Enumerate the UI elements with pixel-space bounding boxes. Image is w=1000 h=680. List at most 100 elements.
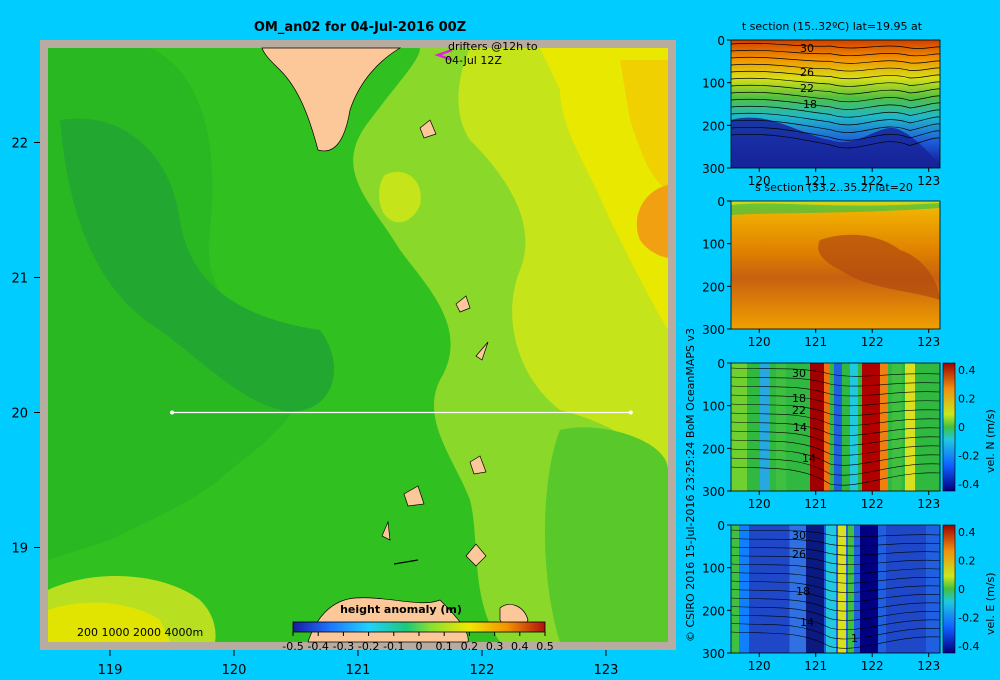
vel-e-contour-label: 18 xyxy=(796,585,810,598)
panel-y-tick-label: 100 xyxy=(702,77,725,91)
vel-e-band xyxy=(749,525,789,653)
temperature-contour-line xyxy=(730,77,941,87)
vel-e-contour-line xyxy=(730,572,941,584)
panel-colorbar-tick-label: -0.2 xyxy=(958,611,979,624)
panel-x-tick-label: 122 xyxy=(861,659,884,673)
panel-x-tick-label: 121 xyxy=(804,174,827,188)
credit-text: © CSIRO 2016 15-Jul-2016 23:25:24 BoM Oc… xyxy=(684,328,697,642)
main-x-tick-label: 119 xyxy=(98,663,123,678)
colorbar-tick-label: -0.4 xyxy=(307,640,328,653)
vel-e-contour-line xyxy=(730,631,941,649)
drifter-note-line1: drifters @12h to xyxy=(448,40,538,53)
panel-temperature-title: t section (15..32ºC) lat=19.95 at xyxy=(742,20,923,33)
panel-y-tick-label: 100 xyxy=(702,562,725,576)
temperature-contour-line xyxy=(730,49,941,57)
main-y-tick-label: 20 xyxy=(11,407,28,422)
panel-colorbar-tick-label: 0.4 xyxy=(958,364,976,377)
colorbar-tick-label: -0.3 xyxy=(333,640,354,653)
vel-e-band xyxy=(739,525,749,653)
temperature-contour-line xyxy=(730,112,941,126)
vel-e-contour-label: 30 xyxy=(792,529,806,542)
panel-y-tick-label: 200 xyxy=(702,604,725,618)
panel-x-tick-label: 120 xyxy=(748,659,771,673)
panel-y-tick-label: 0 xyxy=(717,357,725,371)
main-x-tick-label: 120 xyxy=(222,663,247,678)
panel-temperature: t section (15..32ºC) lat=19.95 at 30 26 22… xyxy=(730,20,941,169)
panel-y-tick-label: 100 xyxy=(702,238,725,252)
panel-temperature-contours: 30 26 22 18 xyxy=(730,42,941,149)
panel-y-tick-label: 0 xyxy=(717,519,725,533)
panel-salinity: s section (33.2..35.2) lat=20 xyxy=(730,181,941,330)
drifter-note-line2: 04-Jul 12Z xyxy=(445,54,502,67)
vel-n-contour-line xyxy=(730,376,941,387)
panel-x-tick-label: 121 xyxy=(804,497,827,511)
colorbar-tick-label: -0.5 xyxy=(282,640,303,653)
colorbar-gradient xyxy=(292,621,546,633)
temperature-contour-label: 22 xyxy=(800,82,814,95)
vel-e-contour-line xyxy=(730,538,941,547)
temperature-contour-label: 30 xyxy=(800,42,814,55)
panel-colorbar-tick-label: -0.4 xyxy=(958,640,979,653)
panel-x-tick-label: 123 xyxy=(917,497,940,511)
vel-e-band xyxy=(826,525,836,653)
vel-e-contour-line xyxy=(730,606,941,621)
vel-e-contour-label: 26 xyxy=(792,548,806,561)
main-map-y-axis: 22 21 20 19 xyxy=(11,137,40,557)
panel-x-tick-label: 121 xyxy=(804,335,827,349)
vel-n-contour-line xyxy=(730,448,941,466)
vel-e-band xyxy=(848,525,854,653)
vel-e-band xyxy=(838,525,846,653)
vel-n-band xyxy=(892,363,902,491)
vel-n-band xyxy=(862,363,880,491)
vel-n-contour-line xyxy=(730,394,941,407)
ssh-field xyxy=(48,48,668,642)
panel-colorbar-tick-label: 0 xyxy=(958,421,965,434)
colorbar-tick-label: 0.3 xyxy=(486,640,504,653)
vel-e-contour-line xyxy=(730,529,941,538)
panel-vel-e-contours: 30 26 18 14 1 xyxy=(730,529,941,649)
temperature-contour-line xyxy=(730,56,941,64)
vel-n-band xyxy=(776,363,786,491)
panel-x-tick-label: 121 xyxy=(804,659,827,673)
land-islands xyxy=(381,119,489,567)
colorbar-label: height anomaly (m) xyxy=(340,603,462,616)
panel-colorbar-tick-label: 0.2 xyxy=(958,555,976,568)
colorbar-tick-label: -0.2 xyxy=(358,640,379,653)
vel-n-band xyxy=(824,363,830,491)
vel-n-contour-line xyxy=(730,403,941,416)
panel-x-tick-label: 120 xyxy=(748,335,771,349)
panel-y-tick-label: 200 xyxy=(702,119,725,133)
vel-e-band xyxy=(878,525,886,653)
panel-y-tick-label: 300 xyxy=(702,323,725,337)
panel-colorbar-tick-label: 0.4 xyxy=(958,526,976,539)
depth-legend: 200 1000 2000 4000m xyxy=(77,626,203,639)
vel-n-contour-label: 30 xyxy=(792,367,806,380)
vel-n-contour-line xyxy=(730,421,941,436)
vel-e-contour-line xyxy=(730,614,941,630)
vel-n-band xyxy=(905,363,915,491)
vel-n-contour-label: 14 xyxy=(793,421,807,434)
temperature-contour-line xyxy=(730,105,941,118)
vel-e-contour-line xyxy=(730,623,941,640)
colorbar-tick-label: 0.4 xyxy=(511,640,529,653)
panel-vel-e-bands xyxy=(731,525,940,653)
panel-x-tick-label: 123 xyxy=(917,335,940,349)
vel-e-contour-line xyxy=(730,589,941,603)
panel-x-tick-label: 120 xyxy=(748,174,771,188)
colorbar-tick-label: 0.2 xyxy=(461,640,479,653)
colorbar-tick-label: -0.1 xyxy=(383,640,404,653)
vel-e-band xyxy=(926,525,940,653)
temperature-contour-line xyxy=(730,98,941,110)
panel-vel-n-colorbar xyxy=(942,362,956,492)
vel-n-contour-line xyxy=(730,457,941,476)
colorbar-tick-label: 0 xyxy=(416,640,423,653)
temperature-contour-line xyxy=(730,70,941,80)
panel-x-tick-label: 122 xyxy=(861,174,884,188)
main-map-x-axis: 119 120 121 122 123 xyxy=(98,650,618,678)
panel-colorbar-tick-label: -0.2 xyxy=(958,449,979,462)
main-y-tick-label: 21 xyxy=(11,272,28,287)
panel-vel-e: 30 26 18 14 1 vel. E (m/s) xyxy=(730,524,997,654)
vel-e-band xyxy=(731,525,739,653)
colorbar: height anomaly (m) -0.5 -0.4 -0.3 -0.2 -0.1 0… xyxy=(282,603,553,653)
colorbar-ticks: -0.5 -0.4 -0.3 -0.2 -0.1 0 0.1 0.2 0.3 0.4 0.5 xyxy=(282,632,554,653)
